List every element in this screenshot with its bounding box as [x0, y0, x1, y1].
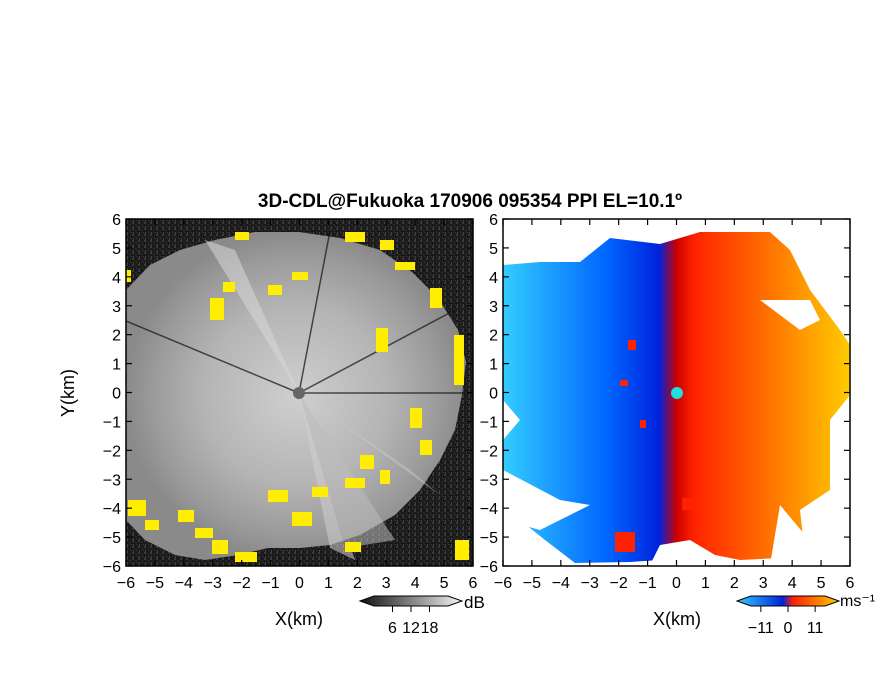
y-tick-label: 2: [489, 328, 498, 345]
colorbar-tick-label: −11: [748, 620, 774, 637]
x-tick-label: 0: [672, 575, 681, 592]
x-tick-label: −3: [581, 575, 599, 592]
y-tick-label: 6: [112, 212, 121, 229]
radar-site-marker-velocity: [671, 387, 683, 399]
y-tick-label: −5: [103, 530, 121, 547]
y-tick-label: 5: [489, 241, 498, 258]
x-tick-label: −5: [146, 575, 164, 592]
y-tick-label: 4: [112, 270, 121, 287]
reflectivity-colorbar-ticks: 6 12 18: [388, 606, 439, 637]
x-tick-label: −3: [204, 575, 222, 592]
x-tick-label: 6: [846, 575, 855, 592]
colorbar-tick-label: 6: [388, 620, 397, 637]
velocity-colorbar-unit: ms⁻¹: [840, 593, 875, 610]
y-tick-label: −1: [103, 414, 121, 431]
y-tick-label: 6: [489, 212, 498, 229]
x-tick-label: 2: [353, 575, 362, 592]
velocity-speckle: [615, 340, 692, 552]
reflectivity-colorbar-unit: dB: [464, 593, 485, 612]
x-tick-label: −6: [494, 575, 512, 592]
x-tick-label: 6: [469, 575, 478, 592]
x-tick-label: 5: [440, 575, 449, 592]
y-tick-label: −6: [103, 559, 121, 576]
x-tick-label: 4: [788, 575, 797, 592]
y-tick-label: 5: [112, 241, 121, 258]
y-tick-label: 0: [489, 386, 498, 403]
x-tick-label: −6: [117, 575, 135, 592]
x-tick-label: −2: [610, 575, 628, 592]
figure-title: 3D-CDL@Fukuoka 170906 095354 PPI EL=10.1…: [258, 191, 682, 212]
x-tick-label: −4: [552, 575, 570, 592]
x-tick-label: 3: [759, 575, 768, 592]
reflectivity-x-axis-label: X(km): [275, 609, 323, 629]
y-tick-label: 3: [112, 299, 121, 316]
y-tick-label: −3: [103, 472, 121, 489]
reflectivity-colorbar: 6 12 18 dB: [358, 593, 485, 637]
y-tick-label: −4: [103, 501, 121, 518]
x-tick-label: −4: [175, 575, 193, 592]
velocity-x-axis-label: X(km): [653, 609, 701, 629]
y-tick-label: 2: [112, 328, 121, 345]
x-tick-label: −2: [233, 575, 251, 592]
x-tick-label: 1: [324, 575, 333, 592]
velocity-gaps: [503, 300, 820, 565]
reflectivity-sectors: [205, 240, 440, 560]
y-tick-label: −6: [480, 559, 498, 576]
velocity-panel: −6 −5 −4 −3 −2 −1 0 1 2 3 4 5 6 −6 −5 −4 −3 −2 −1 0 1 2 3 4 5 6: [480, 212, 855, 592]
y-tick-label: −4: [480, 501, 498, 518]
y-tick-label: 3: [489, 299, 498, 316]
x-tick-label: 5: [817, 575, 826, 592]
colorbar-tick-label: 18: [421, 620, 439, 637]
velocity-colorbar: −11 0 11 ms⁻¹: [735, 593, 875, 637]
x-tick-label: 3: [382, 575, 391, 592]
x-tick-label: 0: [295, 575, 304, 592]
y-tick-label: −5: [480, 530, 498, 547]
y-tick-label: −2: [480, 443, 498, 460]
reflectivity-ticks: −6 −5 −4 −3 −2 −1 0 1 2 3 4 5 6 −6 −5 −4 −3 −2 −1 0 1 2 3 4 5 6: [103, 212, 478, 592]
velocity-ticks: −6 −5 −4 −3 −2 −1 0 1 2 3 4 5 6 −6 −5 −4 −3 −2 −1 0 1 2 3 4 5 6: [480, 212, 855, 592]
y-tick-label: −2: [103, 443, 121, 460]
y-tick-label: 1: [489, 357, 498, 374]
x-tick-label: 2: [730, 575, 739, 592]
x-tick-label: −1: [638, 575, 656, 592]
y-tick-label: −3: [480, 472, 498, 489]
x-tick-label: 4: [411, 575, 420, 592]
colorbar-tick-label: 11: [807, 620, 824, 637]
reflectivity-echo-edge: [126, 232, 469, 562]
reflectivity-y-axis-label: Y(km): [58, 369, 78, 417]
y-tick-label: 0: [112, 386, 121, 403]
y-tick-label: 1: [112, 357, 121, 374]
y-tick-label: 4: [489, 270, 498, 287]
radar-site-marker: [293, 387, 305, 399]
x-tick-label: −1: [261, 575, 279, 592]
colorbar-tick-label: 0: [784, 620, 793, 637]
velocity-colorbar-ticks: −11 0 11: [748, 606, 824, 637]
x-tick-label: −5: [523, 575, 541, 592]
x-tick-label: 1: [701, 575, 710, 592]
reflectivity-panel: −6 −5 −4 −3 −2 −1 0 1 2 3 4 5 6 −6 −5 −4 −3 −2 −1 0 1 2 3 4 5 6: [103, 212, 478, 592]
y-tick-label: −1: [480, 414, 498, 431]
colorbar-tick-label: 12: [402, 620, 420, 637]
